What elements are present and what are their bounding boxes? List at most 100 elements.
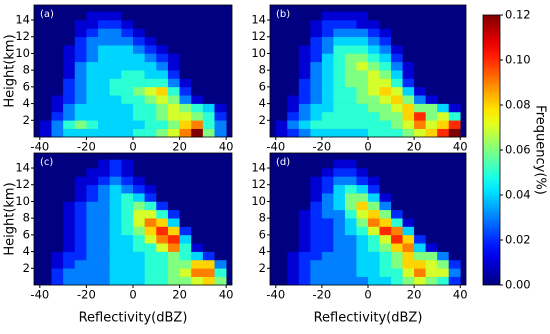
heat-cell	[74, 226, 87, 236]
heat-cell	[356, 259, 369, 269]
heat-cell	[425, 168, 438, 177]
heat-cell	[344, 218, 357, 227]
heat-cell	[448, 168, 461, 177]
heat-cell	[109, 243, 122, 252]
heat-cell	[86, 193, 99, 202]
heat-cell	[437, 176, 450, 186]
heat-cell	[414, 95, 426, 104]
y-tick-label: 14	[251, 13, 266, 27]
heat-cell	[287, 78, 300, 88]
heat-cell	[298, 11, 311, 21]
heat-cell	[425, 251, 438, 261]
heat-cell	[121, 268, 134, 277]
heat-cell	[448, 28, 461, 38]
heat-cell	[98, 201, 111, 211]
heat-cell	[214, 226, 227, 236]
heat-cell	[275, 103, 288, 113]
heat-cell	[402, 209, 415, 219]
heat-cell	[202, 36, 215, 46]
heat-cell	[144, 78, 157, 88]
heat-cell	[321, 226, 334, 236]
heat-cell	[379, 128, 392, 138]
heat-cell	[191, 11, 204, 21]
heat-cell	[144, 70, 157, 79]
heat-cell	[63, 243, 76, 252]
heat-cell	[425, 103, 438, 113]
y-axis-title: Height(km)	[3, 34, 18, 107]
heat-cell	[333, 201, 346, 211]
panel: -40 -20 0 20 40 2 4 6 8 10 12 14 (d) Reflectivity(dBZ…	[251, 152, 468, 326]
heat-cell	[391, 159, 403, 169]
y-tick-label: 10	[15, 46, 30, 60]
x-tick-label: 0	[364, 140, 371, 154]
heat-cell	[356, 111, 369, 121]
heat-cell	[202, 193, 215, 202]
heat-cell	[202, 251, 215, 261]
heat-cell	[402, 176, 415, 186]
heat-cell	[98, 168, 111, 177]
heat-cell	[191, 159, 204, 169]
heat-cell	[368, 36, 380, 46]
heat-cell	[133, 86, 145, 96]
heat-cell	[379, 111, 392, 121]
heat-cell	[391, 176, 403, 186]
heat-cell	[287, 276, 300, 286]
x-tick-label: 20	[407, 288, 422, 302]
heat-cell	[448, 201, 461, 211]
heat-cell	[179, 268, 192, 277]
heat-cell	[51, 234, 64, 244]
heat-cell	[298, 120, 311, 129]
heat-cell	[402, 259, 415, 269]
colorbar-title: Frequency(%)	[533, 105, 548, 195]
heat-cell	[310, 218, 323, 227]
heat-cell	[379, 86, 392, 96]
heat-cell	[214, 20, 227, 29]
heat-cell	[425, 176, 438, 186]
heat-cell	[39, 159, 52, 169]
heat-cell	[156, 36, 169, 46]
heat-cell	[333, 45, 346, 54]
heat-cell	[425, 36, 438, 46]
heat-cell	[63, 95, 76, 104]
heat-cell	[191, 78, 204, 88]
heat-cell	[144, 268, 157, 277]
heat-cell	[214, 168, 227, 177]
heat-cell	[333, 251, 346, 261]
x-tick-label: 20	[172, 288, 187, 302]
heat-cell	[425, 243, 438, 252]
heat-cell	[191, 268, 204, 277]
heat-cell	[333, 28, 346, 38]
heat-cell	[379, 53, 392, 63]
heat-cell	[144, 184, 157, 194]
heat-cell	[402, 120, 415, 129]
heat-cell	[425, 193, 438, 202]
heat-cell	[321, 176, 334, 186]
heat-cell	[98, 268, 111, 277]
x-tick-label: 40	[219, 288, 234, 302]
heat-cell	[414, 209, 426, 219]
heat-cell	[51, 36, 64, 46]
panel-label: (b)	[276, 9, 290, 20]
heat-cell	[275, 95, 288, 104]
heat-cell	[310, 70, 323, 79]
heat-cell	[298, 259, 311, 269]
heat-cell	[344, 201, 357, 211]
heat-cell	[156, 53, 169, 63]
heat-cell	[437, 218, 450, 227]
heat-cell	[356, 234, 369, 244]
heat-cell	[368, 168, 380, 177]
heat-cell	[356, 276, 369, 286]
heat-cell	[167, 11, 180, 21]
heat-cell	[156, 45, 169, 54]
x-tick-label: 20	[172, 140, 187, 154]
heat-cell	[86, 218, 99, 227]
heat-cell	[109, 70, 122, 79]
heat-cell	[98, 45, 111, 54]
heat-cell	[414, 70, 426, 79]
heat-cell	[109, 176, 122, 186]
heat-cell	[379, 184, 392, 194]
heat-cell	[191, 201, 204, 211]
heat-cell	[63, 120, 76, 129]
y-tick-label: 6	[259, 227, 266, 241]
heat-cell	[402, 111, 415, 121]
